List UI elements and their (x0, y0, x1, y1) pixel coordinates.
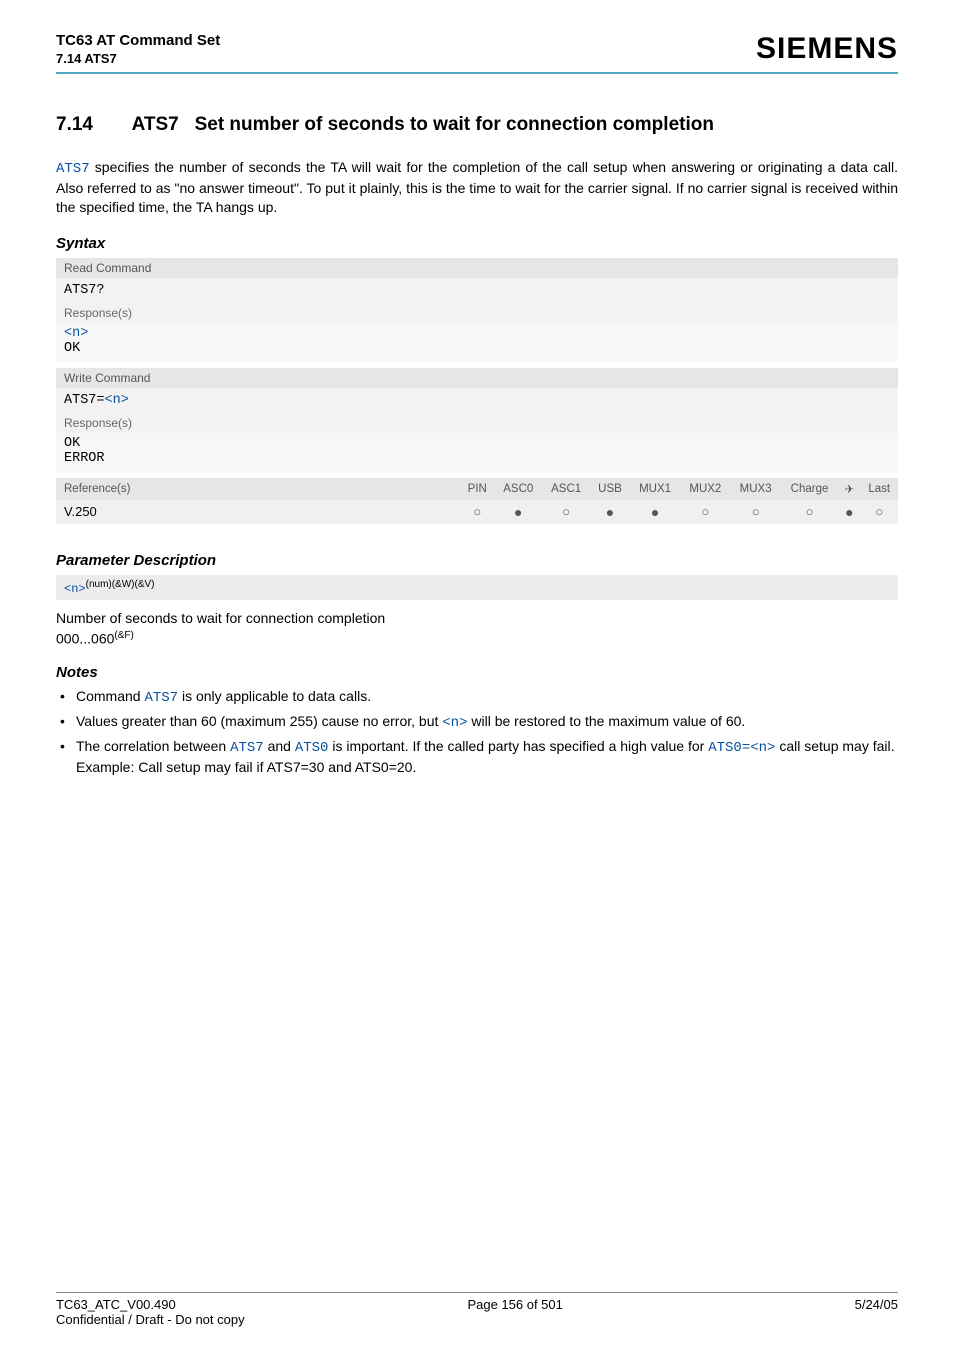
ref-mark-7: ○ (781, 500, 839, 524)
ref-label: Reference(s) (56, 478, 460, 500)
param-range: 000...060(&F) (56, 630, 898, 647)
read-command: ATS7? (56, 278, 898, 303)
note-2-n-link[interactable]: <n> (442, 715, 467, 731)
param-sup: (num)(&W)(&V) (86, 579, 155, 590)
ref-col-airplane-icon: ✈ (838, 478, 860, 500)
ref-mark-9: ○ (860, 500, 898, 524)
ref-mark-2: ○ (542, 500, 590, 524)
read-resp-ok: OK (64, 341, 80, 356)
param-range-value: 000...060 (56, 630, 114, 646)
ref-col-usb: USB (590, 478, 630, 500)
notes-list: Command ATS7 is only applicable to data … (56, 687, 898, 777)
ref-mark-3: ● (590, 500, 630, 524)
write-resp-error: ERROR (64, 451, 105, 466)
ref-col-asc1: ASC1 (542, 478, 590, 500)
brand-logo: SIEMENS (756, 32, 898, 66)
note-1: Command ATS7 is only applicable to data … (56, 687, 898, 708)
note-1-b: is only applicable to data calls. (178, 688, 371, 704)
section-heading: 7.14 ATS7 Set number of seconds to wait … (56, 114, 898, 136)
note-3-a: The correlation between (76, 738, 230, 754)
note-1-a: Command (76, 688, 144, 704)
ref-mark-0: ○ (460, 500, 494, 524)
note-3-n-link[interactable]: <n> (750, 740, 775, 756)
note-2: Values greater than 60 (maximum 255) cau… (56, 712, 898, 733)
read-response-label: Response(s) (56, 303, 898, 323)
footer-divider (56, 1292, 898, 1293)
param-range-sup: (&F) (114, 630, 133, 641)
header-divider (56, 72, 898, 74)
ref-col-last: Last (860, 478, 898, 500)
write-cmd-n[interactable]: <n> (105, 393, 129, 408)
note-3-b: and (264, 738, 295, 754)
note-1-cmd-link[interactable]: ATS7 (144, 690, 178, 706)
notes-heading: Notes (56, 664, 898, 681)
param-description: Number of seconds to wait for connection… (56, 610, 898, 626)
note-3-c: is important. If the called party has sp… (328, 738, 708, 754)
ref-col-asc0: ASC0 (494, 478, 542, 500)
note-3-example: Example: Call setup may fail if ATS7=30 … (76, 759, 416, 775)
intro-text: specifies the number of seconds the TA w… (56, 159, 898, 215)
page-footer: TC63_ATC_V00.490 Page 156 of 501 5/24/05… (56, 1292, 898, 1327)
ref-col-mux1: MUX1 (630, 478, 680, 500)
write-command-label: Write Command (56, 368, 898, 388)
note-2-b: will be restored to the maximum value of… (467, 713, 745, 729)
write-response: OK ERROR (56, 433, 898, 472)
ref-col-pin: PIN (460, 478, 494, 500)
intro-cmd-link[interactable]: ATS7 (56, 161, 90, 177)
write-response-label: Response(s) (56, 413, 898, 433)
param-band: <n>(num)(&W)(&V) (56, 575, 898, 600)
syntax-block: Read Command ATS7? Response(s) <n> OK Wr… (56, 258, 898, 524)
ref-col-charge: Charge (781, 478, 839, 500)
footer-right: 5/24/05 (855, 1297, 898, 1312)
read-resp-n[interactable]: <n> (64, 326, 88, 341)
param-heading: Parameter Description (56, 552, 898, 569)
write-command: ATS7=<n> (56, 388, 898, 413)
syntax-heading: Syntax (56, 235, 898, 252)
ref-mark-1: ● (494, 500, 542, 524)
ref-mark-8: ● (838, 500, 860, 524)
ref-mark-5: ○ (680, 500, 730, 524)
section-number: 7.14 (56, 114, 93, 136)
ref-col-mux2: MUX2 (680, 478, 730, 500)
ref-col-mux3: MUX3 (730, 478, 780, 500)
note-3-cmd1-link[interactable]: ATS7 (230, 740, 264, 756)
section-title-text: Set number of seconds to wait for connec… (195, 114, 714, 135)
doc-title: TC63 AT Command Set (56, 32, 220, 49)
ref-mark-4: ● (630, 500, 680, 524)
note-3-eq: = (742, 740, 750, 756)
write-cmd-prefix: ATS7= (64, 393, 105, 408)
note-3-cmd3-link[interactable]: ATS0 (708, 740, 742, 756)
read-response: <n> OK (56, 323, 898, 362)
reference-table: Reference(s) PIN ASC0 ASC1 USB MUX1 MUX2… (56, 478, 898, 524)
note-3: The correlation between ATS7 and ATS0 is… (56, 737, 898, 777)
write-resp-ok: OK (64, 436, 80, 451)
footer-center: Page 156 of 501 (467, 1297, 562, 1312)
note-3-d: call setup may fail. (775, 738, 894, 754)
read-command-label: Read Command (56, 258, 898, 278)
note-2-a: Values greater than 60 (maximum 255) cau… (76, 713, 442, 729)
note-3-cmd2-link[interactable]: ATS0 (295, 740, 329, 756)
footer-left: TC63_ATC_V00.490 (56, 1297, 176, 1312)
doc-subtitle: 7.14 ATS7 (56, 51, 220, 66)
intro-paragraph: ATS7 specifies the number of seconds the… (56, 158, 898, 217)
ref-value: V.250 (56, 500, 460, 524)
ref-mark-6: ○ (730, 500, 780, 524)
section-cmd: ATS7 (132, 114, 179, 135)
param-n[interactable]: <n> (64, 582, 86, 596)
footer-confidential: Confidential / Draft - Do not copy (56, 1312, 898, 1327)
